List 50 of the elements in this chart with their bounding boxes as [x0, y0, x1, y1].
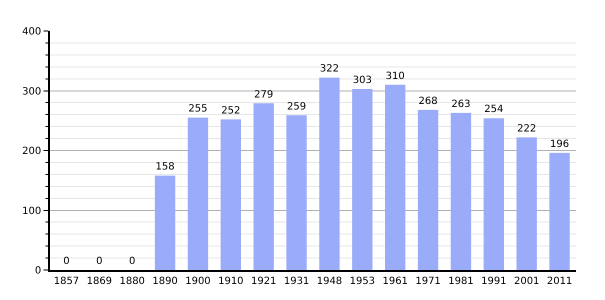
x-tick-label: 1953 [350, 276, 376, 287]
data-label: 196 [550, 138, 570, 150]
x-tick-label: 1991 [481, 276, 507, 287]
bar [286, 115, 307, 270]
data-label: 259 [287, 101, 306, 112]
bar [319, 78, 340, 270]
bar [385, 84, 406, 270]
data-label: 263 [451, 98, 470, 110]
bar [352, 88, 372, 270]
bar [220, 119, 241, 270]
bar [154, 176, 176, 270]
data-label: 0 [63, 256, 70, 267]
x-tick-label: 2011 [546, 276, 572, 287]
data-label: 252 [221, 105, 240, 116]
bar [450, 112, 472, 270]
x-tick-label: 1880 [119, 276, 145, 287]
x-tick-label: 1890 [152, 276, 178, 287]
bar [484, 118, 504, 270]
x-tick-label: 1857 [54, 276, 80, 287]
y-tick-label: 100 [22, 206, 42, 217]
x-tick-label: 1900 [185, 276, 211, 287]
x-tick-label: 1910 [218, 276, 244, 287]
x-tick-label: 1971 [415, 276, 441, 287]
bar [549, 152, 570, 270]
data-label: 255 [188, 104, 208, 115]
data-label: 222 [517, 123, 536, 134]
x-tick-label: 1981 [448, 276, 474, 287]
data-label: 303 [352, 74, 372, 86]
data-label: 0 [96, 256, 102, 267]
bar [516, 137, 537, 270]
data-label: 254 [484, 104, 504, 116]
bar [188, 118, 208, 270]
data-label: 268 [418, 96, 438, 107]
x-tick-label: 1948 [316, 276, 342, 287]
x-tick-label: 2001 [514, 276, 540, 287]
x-tick-label: 1961 [382, 276, 408, 287]
bar [418, 110, 438, 270]
x-tick-label: 1869 [86, 276, 112, 287]
data-label: 0 [129, 256, 136, 267]
data-label: 310 [386, 70, 405, 82]
data-label: 158 [156, 162, 175, 173]
data-label: 322 [320, 64, 339, 75]
bar [254, 103, 274, 270]
x-tick-label: 1921 [250, 276, 276, 287]
y-tick-label: 200 [22, 146, 42, 157]
data-label: 279 [254, 89, 274, 100]
y-tick-label: 400 [22, 26, 42, 38]
x-tick-label: 1931 [284, 276, 310, 287]
y-tick-label: 300 [22, 86, 42, 98]
y-tick-label: 0 [34, 266, 42, 276]
